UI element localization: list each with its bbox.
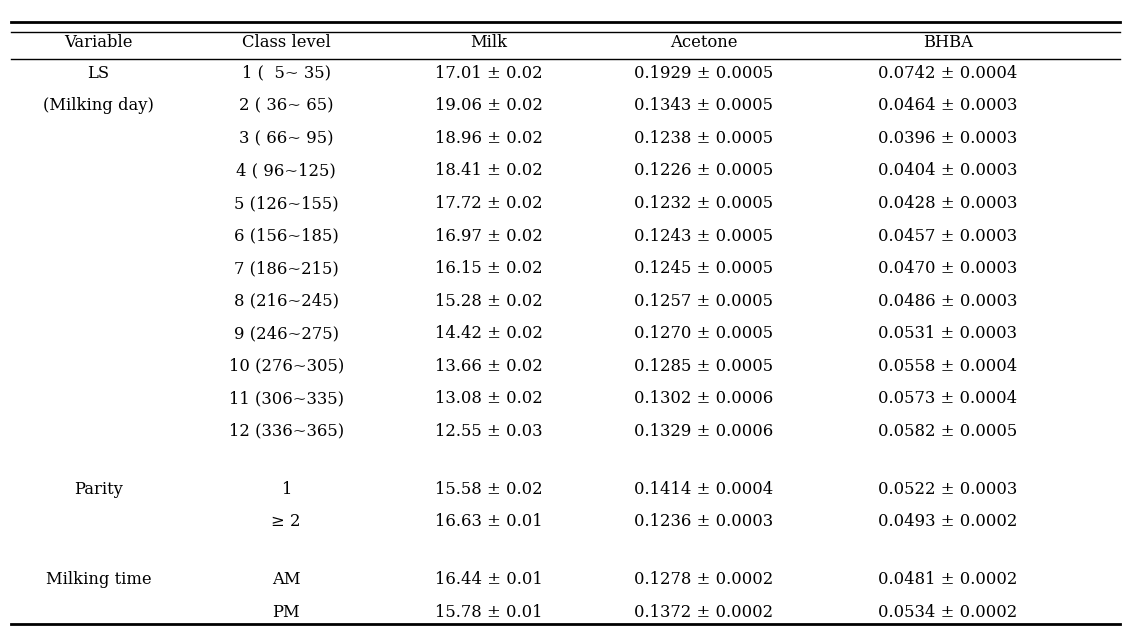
Text: 13.08 ± 0.02: 13.08 ± 0.02 — [434, 390, 543, 407]
Text: 19.06 ± 0.02: 19.06 ± 0.02 — [434, 98, 543, 114]
Text: Parity: Parity — [74, 481, 123, 498]
Text: AM: AM — [271, 572, 301, 588]
Text: 0.1343 ± 0.0005: 0.1343 ± 0.0005 — [634, 98, 772, 114]
Text: 0.0396 ± 0.0003: 0.0396 ± 0.0003 — [878, 130, 1018, 147]
Text: 6 (156~185): 6 (156~185) — [234, 228, 338, 244]
Text: 0.1414 ± 0.0004: 0.1414 ± 0.0004 — [633, 481, 774, 498]
Text: 0.0531 ± 0.0003: 0.0531 ± 0.0003 — [879, 325, 1017, 342]
Text: 1: 1 — [280, 481, 292, 498]
Text: 13.66 ± 0.02: 13.66 ± 0.02 — [434, 358, 543, 375]
Text: 12 (336~365): 12 (336~365) — [228, 423, 344, 440]
Text: 0.0404 ± 0.0003: 0.0404 ± 0.0003 — [878, 163, 1018, 179]
Text: 0.1270 ± 0.0005: 0.1270 ± 0.0005 — [633, 325, 774, 342]
Text: 0.0493 ± 0.0002: 0.0493 ± 0.0002 — [878, 514, 1018, 530]
Text: 0.1226 ± 0.0005: 0.1226 ± 0.0005 — [633, 163, 774, 179]
Text: ≥ 2: ≥ 2 — [271, 514, 301, 530]
Text: 0.1329 ± 0.0006: 0.1329 ± 0.0006 — [633, 423, 774, 440]
Text: Variable: Variable — [64, 34, 132, 51]
Text: 0.1236 ± 0.0003: 0.1236 ± 0.0003 — [633, 514, 774, 530]
Text: 17.72 ± 0.02: 17.72 ± 0.02 — [434, 195, 543, 212]
Text: 0.0470 ± 0.0003: 0.0470 ± 0.0003 — [878, 260, 1018, 277]
Text: 0.1278 ± 0.0002: 0.1278 ± 0.0002 — [633, 572, 774, 588]
Text: 0.1372 ± 0.0002: 0.1372 ± 0.0002 — [633, 604, 774, 621]
Text: 2 ( 36~ 65): 2 ( 36~ 65) — [239, 98, 334, 114]
Text: 12.55 ± 0.03: 12.55 ± 0.03 — [434, 423, 543, 440]
Text: 0.0742 ± 0.0004: 0.0742 ± 0.0004 — [878, 65, 1018, 82]
Text: 16.15 ± 0.02: 16.15 ± 0.02 — [434, 260, 543, 277]
Text: LS: LS — [87, 65, 110, 82]
Text: PM: PM — [273, 604, 300, 621]
Text: 15.28 ± 0.02: 15.28 ± 0.02 — [434, 293, 543, 309]
Text: 0.0486 ± 0.0003: 0.0486 ± 0.0003 — [878, 293, 1018, 309]
Text: 15.78 ± 0.01: 15.78 ± 0.01 — [434, 604, 543, 621]
Text: 1 (  5~ 35): 1 ( 5~ 35) — [242, 65, 330, 82]
Text: 9 (246~275): 9 (246~275) — [234, 325, 338, 342]
Text: 4 ( 96~125): 4 ( 96~125) — [236, 163, 336, 179]
Text: 5 (126~155): 5 (126~155) — [234, 195, 338, 212]
Text: 0.1243 ± 0.0005: 0.1243 ± 0.0005 — [633, 228, 774, 244]
Text: 0.0558 ± 0.0004: 0.0558 ± 0.0004 — [878, 358, 1018, 375]
Text: 0.0428 ± 0.0003: 0.0428 ± 0.0003 — [878, 195, 1018, 212]
Text: Milking time: Milking time — [45, 572, 152, 588]
Text: 16.63 ± 0.01: 16.63 ± 0.01 — [434, 514, 543, 530]
Text: 0.1232 ± 0.0005: 0.1232 ± 0.0005 — [633, 195, 774, 212]
Text: 3 ( 66~ 95): 3 ( 66~ 95) — [239, 130, 334, 147]
Text: 18.96 ± 0.02: 18.96 ± 0.02 — [434, 130, 543, 147]
Text: 0.1285 ± 0.0005: 0.1285 ± 0.0005 — [633, 358, 774, 375]
Text: 0.0582 ± 0.0005: 0.0582 ± 0.0005 — [878, 423, 1018, 440]
Text: 7 (186~215): 7 (186~215) — [234, 260, 338, 277]
Text: 0.0481 ± 0.0002: 0.0481 ± 0.0002 — [878, 572, 1018, 588]
Text: 16.44 ± 0.01: 16.44 ± 0.01 — [434, 572, 543, 588]
Text: 14.42 ± 0.02: 14.42 ± 0.02 — [434, 325, 543, 342]
Text: 0.1257 ± 0.0005: 0.1257 ± 0.0005 — [634, 293, 772, 309]
Text: 0.0464 ± 0.0003: 0.0464 ± 0.0003 — [878, 98, 1018, 114]
Text: 11 (306~335): 11 (306~335) — [228, 390, 344, 407]
Text: 0.1238 ± 0.0005: 0.1238 ± 0.0005 — [633, 130, 774, 147]
Text: 17.01 ± 0.02: 17.01 ± 0.02 — [434, 65, 543, 82]
Text: 16.97 ± 0.02: 16.97 ± 0.02 — [434, 228, 543, 244]
Text: 0.1245 ± 0.0005: 0.1245 ± 0.0005 — [633, 260, 774, 277]
Text: 10 (276~305): 10 (276~305) — [228, 358, 344, 375]
Text: BHBA: BHBA — [923, 34, 973, 51]
Text: 0.0573 ± 0.0004: 0.0573 ± 0.0004 — [878, 390, 1018, 407]
Text: 0.1929 ± 0.0005: 0.1929 ± 0.0005 — [633, 65, 774, 82]
Text: Milk: Milk — [470, 34, 507, 51]
Text: Acetone: Acetone — [670, 34, 737, 51]
Text: 0.0522 ± 0.0003: 0.0522 ± 0.0003 — [878, 481, 1018, 498]
Text: 0.1302 ± 0.0006: 0.1302 ± 0.0006 — [633, 390, 774, 407]
Text: (Milking day): (Milking day) — [43, 98, 154, 114]
Text: 0.0534 ± 0.0002: 0.0534 ± 0.0002 — [878, 604, 1018, 621]
Text: 15.58 ± 0.02: 15.58 ± 0.02 — [434, 481, 543, 498]
Text: 8 (216~245): 8 (216~245) — [234, 293, 338, 309]
Text: 0.0457 ± 0.0003: 0.0457 ± 0.0003 — [878, 228, 1018, 244]
Text: Class level: Class level — [242, 34, 330, 51]
Text: 18.41 ± 0.02: 18.41 ± 0.02 — [434, 163, 543, 179]
